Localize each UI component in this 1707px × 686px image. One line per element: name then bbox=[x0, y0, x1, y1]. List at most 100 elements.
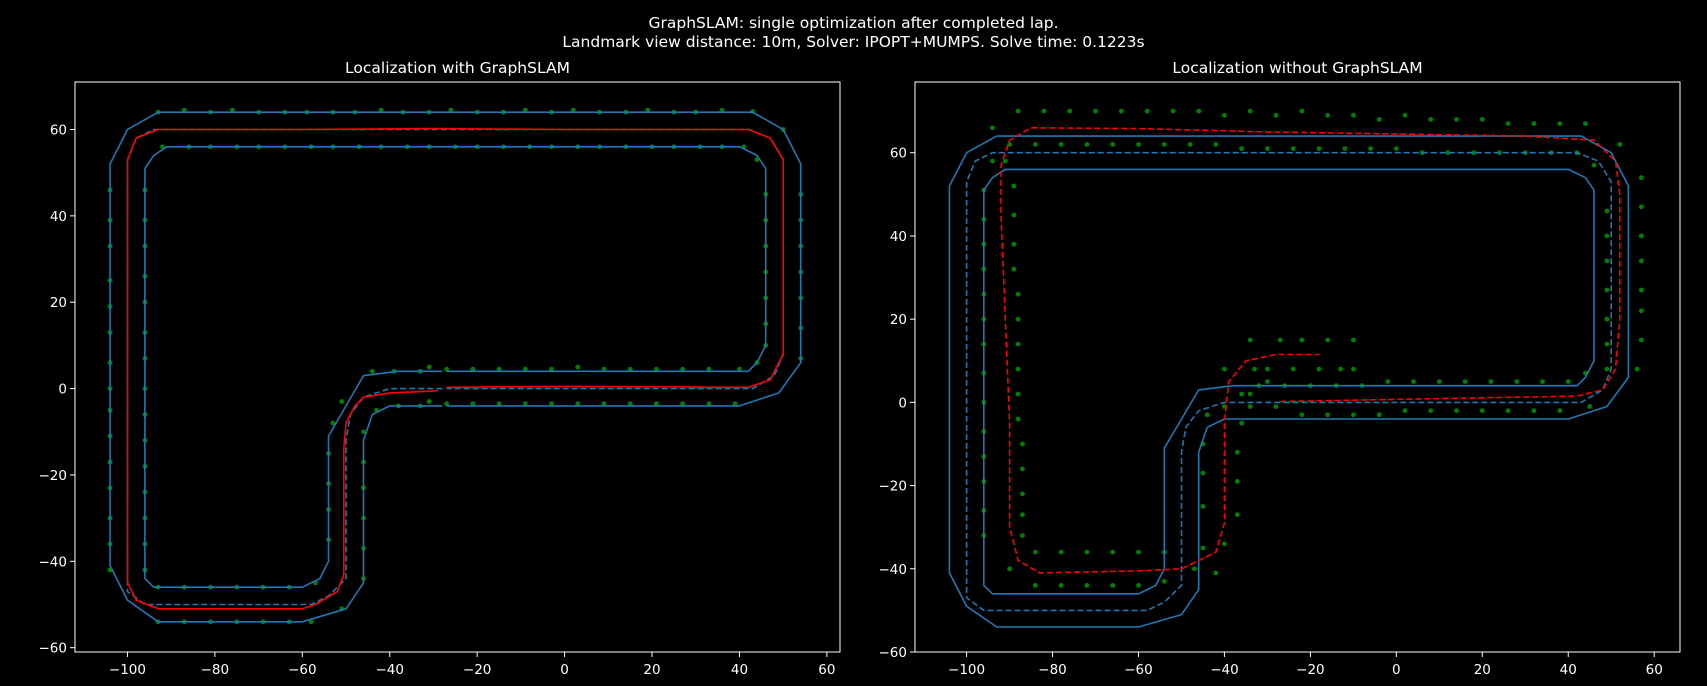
landmark-point bbox=[990, 125, 995, 131]
landmark-point bbox=[1591, 162, 1597, 168]
landmark-point bbox=[601, 401, 607, 407]
landmark-point bbox=[1604, 366, 1610, 372]
landmark-point bbox=[1531, 121, 1537, 126]
landmark-point bbox=[1265, 366, 1270, 372]
landmark-point bbox=[627, 401, 633, 407]
x-tick-label: 20 bbox=[1474, 662, 1491, 678]
landmark-point bbox=[575, 401, 581, 407]
landmark-point bbox=[230, 107, 235, 113]
landmark-point bbox=[1032, 583, 1038, 588]
x-tick-label: 20 bbox=[643, 662, 660, 678]
landmark-point bbox=[1445, 150, 1451, 156]
x-tick-label: 0 bbox=[560, 662, 569, 678]
x-tick-label: −40 bbox=[1210, 662, 1239, 678]
x-tick-label: −60 bbox=[1124, 662, 1153, 678]
x-tick-label: −100 bbox=[109, 662, 146, 678]
landmark-point bbox=[1015, 316, 1021, 322]
landmark-point bbox=[181, 107, 187, 113]
landmark-point bbox=[1488, 379, 1494, 384]
landmark-point bbox=[1385, 379, 1391, 384]
landmark-point bbox=[1015, 391, 1021, 397]
landmark-point bbox=[444, 401, 449, 407]
landmark-points bbox=[107, 107, 804, 625]
landmark-point bbox=[575, 364, 581, 370]
landmark-point bbox=[1638, 308, 1644, 314]
landmark-point bbox=[1093, 108, 1098, 114]
landmark-point bbox=[1222, 541, 1227, 547]
y-tick-label: 40 bbox=[50, 209, 67, 225]
landmark-point bbox=[1325, 412, 1330, 418]
landmark-point bbox=[470, 366, 476, 372]
landmark-point bbox=[1058, 583, 1064, 588]
landmark-point bbox=[1273, 404, 1279, 409]
landmark-point bbox=[1200, 470, 1206, 476]
y-tick-label: −20 bbox=[39, 468, 68, 484]
landmark-point bbox=[1299, 108, 1305, 114]
landmark-point bbox=[1084, 549, 1090, 555]
landmark-point bbox=[1170, 108, 1176, 114]
landmark-point bbox=[1428, 408, 1434, 414]
x-tick-label: −80 bbox=[201, 662, 230, 678]
landmark-point bbox=[990, 158, 995, 164]
landmark-point bbox=[1247, 391, 1253, 397]
landmark-point bbox=[1393, 146, 1399, 152]
y-tick-label: 60 bbox=[890, 146, 907, 162]
x-tick-label: 40 bbox=[731, 662, 748, 678]
landmark-point bbox=[1110, 583, 1116, 588]
landmark-point bbox=[1338, 366, 1343, 372]
landmark-point bbox=[1011, 212, 1017, 218]
landmark-point bbox=[1325, 112, 1330, 118]
x-tick-label: −20 bbox=[1296, 662, 1325, 678]
landmark-point bbox=[1011, 266, 1017, 272]
axes-title: Localization with GraphSLAM bbox=[345, 59, 570, 77]
landmark-point bbox=[570, 107, 576, 113]
y-tick-label: 0 bbox=[898, 395, 907, 411]
landmark-point bbox=[1505, 121, 1511, 126]
landmark-point bbox=[496, 366, 502, 372]
landmark-point bbox=[1239, 420, 1244, 426]
landmark-point bbox=[1247, 108, 1253, 114]
landmark-point bbox=[1015, 108, 1021, 114]
landmark-point bbox=[1604, 316, 1610, 322]
landmark-point bbox=[1200, 504, 1206, 509]
landmark-point bbox=[1161, 578, 1167, 584]
landmark-point bbox=[1011, 241, 1017, 247]
landmark-point bbox=[1265, 379, 1270, 384]
landmark-point bbox=[361, 429, 366, 435]
landmark-point bbox=[719, 107, 725, 113]
track-boundary-line bbox=[983, 168, 1595, 595]
landmark-point bbox=[1032, 549, 1038, 555]
y-tick-label: 20 bbox=[890, 312, 907, 328]
landmark-point bbox=[1376, 412, 1382, 418]
landmark-point bbox=[680, 366, 685, 372]
landmark-point bbox=[1002, 158, 1008, 164]
trajectory-line bbox=[1000, 127, 1621, 574]
landmark-point bbox=[1402, 112, 1408, 118]
landmark-point bbox=[1239, 391, 1244, 397]
trajectory-line bbox=[126, 127, 784, 610]
landmark-point bbox=[1247, 337, 1253, 343]
landmark-point bbox=[1213, 570, 1219, 576]
landmark-point bbox=[601, 366, 607, 372]
figure-suptitle: GraphSLAM: single optimization after com… bbox=[0, 14, 1707, 52]
landmark-point bbox=[1110, 142, 1116, 147]
landmark-point bbox=[1436, 379, 1442, 384]
landmark-point bbox=[1192, 566, 1197, 572]
landmark-point bbox=[1020, 466, 1025, 472]
landmark-point bbox=[1531, 408, 1537, 414]
landmark-point bbox=[1265, 146, 1270, 152]
track-centerline bbox=[965, 151, 1612, 612]
landmark-point bbox=[1136, 583, 1141, 588]
x-tick-label: −100 bbox=[948, 662, 985, 678]
landmark-point bbox=[1428, 117, 1434, 122]
landmark-point bbox=[654, 366, 659, 372]
landmark-point bbox=[645, 107, 651, 113]
landmark-point bbox=[1351, 366, 1356, 372]
landmark-point bbox=[1032, 142, 1038, 147]
landmark-point bbox=[522, 366, 528, 372]
landmark-point bbox=[1196, 108, 1202, 114]
landmark-point bbox=[1583, 121, 1588, 126]
landmark-point bbox=[1252, 366, 1257, 372]
axes-frame bbox=[914, 81, 1681, 653]
